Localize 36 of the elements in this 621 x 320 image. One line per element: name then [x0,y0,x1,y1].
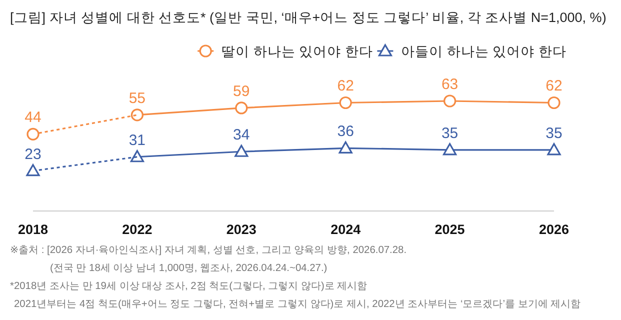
legend-label: 딸이 하나는 있어야 한다 [222,44,373,59]
data-label: 55 [128,90,146,107]
text: *2018년 조사는 만 19세 이상 대상 조사, 2점 척도(그렇다, 그렇지 않다)로 제시함 [10,281,368,292]
text: 2021년부터는 4점 척도(매우+어느 정도 그렇다, 전혀+별로 그렇지 않다)로 제시, 2022년 조사부터는 ‘모르겠다’를 보기에 제시함 [14,299,581,310]
data-label: 35 [546,124,562,142]
x-tick-label: 2025 [434,222,466,237]
point [338,141,352,154]
data-label: 36 [337,123,354,140]
data-label: 62 [337,78,354,95]
chart-title: [그림] 자녀 성별에 대한 선호도* (일반 국민, ‘매우+어느 정도 그렇다’ 비율, 각 조사별 N=1,000, %) [10,10,606,25]
point [26,128,40,140]
text: ※출처 : [2026 자녀·육아인식조사] 자녀 계획, 성별 선호, 그리고 양육의 방향, 2026.07.28. [10,245,407,256]
x-tick-label: 2024 [330,222,362,237]
data-label: 63 [441,76,458,93]
text: (전국 만 18세 이상 남녀 1,000명, 웹조사, 2026.04.24.~04.27.) [50,263,328,274]
point [130,150,144,162]
point [235,102,248,114]
x-tick-label: 2023 [226,222,257,237]
data-label: 44 [24,109,42,126]
data-label: 59 [233,82,250,100]
point [444,94,456,108]
point [130,108,144,122]
data-label: 35 [441,124,458,142]
point [339,96,352,110]
legend-label: 아들이 하나는 있어야 한다 [401,44,566,59]
data-label: 34 [233,126,250,144]
x-tick-label: 2018 [18,222,48,237]
data-label: 31 [128,132,146,149]
data-label: 62 [546,78,562,95]
point [234,144,248,157]
point [547,143,561,156]
point [548,96,560,110]
x-tick-label: 2022 [122,222,152,237]
point [443,143,457,156]
x-tick-label: 2026 [538,222,570,237]
data-label: 23 [24,146,42,163]
